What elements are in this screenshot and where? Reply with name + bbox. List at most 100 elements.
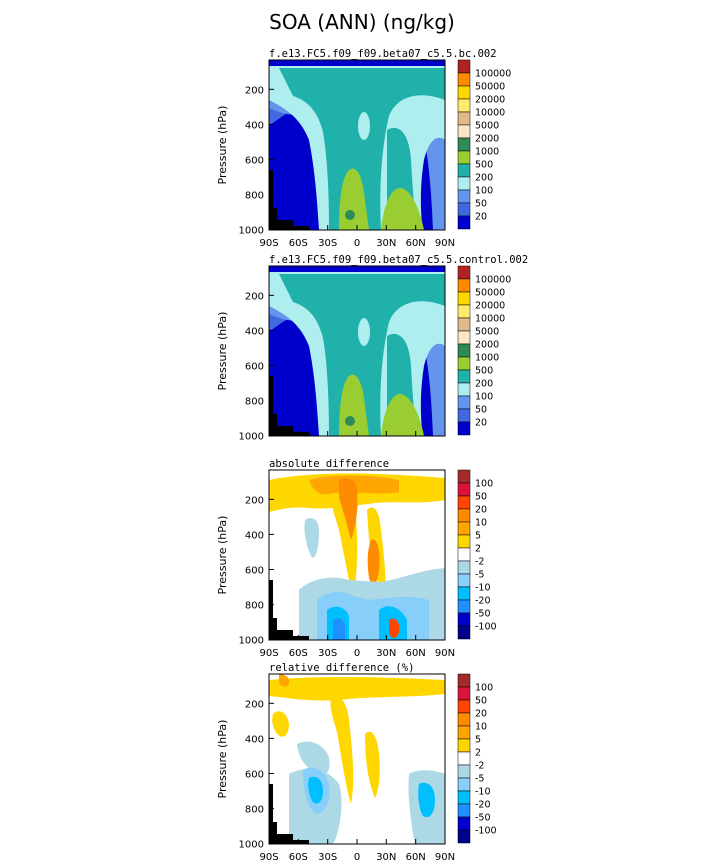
contour-band-2-south: [272, 711, 289, 737]
colorbar-box: [457, 343, 471, 358]
colorbar-box: [457, 382, 471, 397]
y-axis: 200 400 600 800 1000 Pressure (hPa): [216, 291, 274, 443]
colorbar-label: 100: [475, 479, 493, 490]
colorbar-box: [457, 202, 471, 217]
x-tick-label: 90S: [259, 648, 278, 659]
colorbar-box: [457, 573, 471, 588]
colorbar-box: [457, 137, 471, 152]
colorbar-box: [457, 291, 471, 306]
y-axis: 200 400 600 800 1000 Pressure (hPa): [216, 85, 274, 237]
colorbar-label: -2: [475, 761, 484, 772]
colorbar-label: 5: [475, 735, 481, 746]
colorbar-label: 20000: [475, 301, 505, 312]
colorbar-box: [457, 803, 471, 818]
y-tick-label: 400: [245, 530, 264, 541]
x-tick-label: 30N: [376, 852, 396, 863]
colorbar-box: [457, 586, 471, 601]
x-tick-label: 30S: [318, 852, 337, 863]
colorbar-box: [457, 59, 471, 74]
colorbar-label: 20: [475, 505, 487, 516]
colorbar-box: [457, 85, 471, 100]
colorbar-label: 100000: [475, 69, 511, 80]
y-tick-label: 800: [245, 397, 264, 408]
contour-hole-200: [358, 112, 370, 140]
top-strip: [269, 266, 445, 272]
y-axis: 200 400 600 800 1000 Pressure (hPa): [216, 699, 274, 851]
x-axis: 90S 60S 30S 0 30N 60N 90N: [259, 225, 455, 249]
x-tick-label: 30N: [376, 648, 396, 659]
contour-band-minus-2: [297, 741, 330, 776]
colorbar-label: 10000: [475, 314, 505, 325]
y-tick-label: 1000: [239, 432, 264, 443]
colorbar-label: -100: [475, 826, 497, 837]
colorbar-label: -10: [475, 787, 491, 798]
colorbar-label: 50: [475, 492, 487, 503]
y-tick-label: 200: [245, 495, 264, 506]
y-tick-label: 400: [245, 326, 264, 337]
colorbar-label: 1000: [475, 147, 499, 158]
x-tick-label: 90N: [435, 852, 455, 863]
y-tick-label: 400: [245, 734, 264, 745]
colorbar-box: [457, 599, 471, 614]
y-axis-title: Pressure (hPa): [216, 106, 229, 185]
colorbar-label: 10000: [475, 108, 505, 119]
contour-band-10-north: [367, 539, 380, 585]
colorbar-box: [457, 124, 471, 139]
colorbar-box: [457, 816, 471, 831]
x-tick-label: 90N: [435, 648, 455, 659]
contour-band-minus-2: [304, 518, 319, 558]
colorbar-label: -2: [475, 557, 484, 568]
colorbar-label: 500: [475, 366, 493, 377]
y-tick-label: 600: [245, 770, 264, 781]
colorbar-label: 10: [475, 722, 487, 733]
colorbar-label: -100: [475, 622, 497, 633]
colorbar-box: [457, 150, 471, 165]
y-axis: 200 400 600 800 1000 Pressure (hPa): [216, 495, 274, 647]
x-tick-label: 30S: [318, 648, 337, 659]
x-axis: 90S 60S 30S 0 30N 60N 90N: [259, 635, 455, 659]
colorbar-box: [457, 764, 471, 779]
x-tick-label: 60N: [406, 238, 426, 249]
top-strip: [269, 60, 445, 66]
colorbar-label: 20: [475, 709, 487, 720]
contour-band-2-north: [365, 731, 380, 798]
y-tick-label: 800: [245, 191, 264, 202]
contour-band-10: [339, 478, 358, 540]
x-tick-label: 0: [354, 648, 360, 659]
colorbar-label: 200: [475, 173, 493, 184]
colorbar-label: -50: [475, 609, 491, 620]
y-tick-label: 800: [245, 601, 264, 612]
y-tick-label: 800: [245, 805, 264, 816]
colorbar-box: [457, 72, 471, 87]
contour-field: [269, 266, 445, 436]
colorbar-label: 2: [475, 544, 481, 555]
colorbar: 100 50 20 10 5 2 -2 -5 -10 -20 -50 -100: [457, 469, 497, 640]
colorbar-box: [457, 317, 471, 332]
x-tick-label: 60S: [289, 648, 308, 659]
contour-band-2-plume: [330, 696, 354, 804]
x-tick-label: 0: [354, 852, 360, 863]
colorbar-box: [457, 265, 471, 280]
colorbar-label: 20: [475, 418, 487, 429]
colorbar-label: 50: [475, 696, 487, 707]
colorbar-box: [457, 330, 471, 345]
colorbar-label: 5: [475, 531, 481, 542]
colorbar-box: [457, 738, 471, 753]
colorbar-box: [457, 751, 471, 766]
y-tick-label: 600: [245, 566, 264, 577]
colorbar: 100 50 20 10 5 2 -2 -5 -10 -20 -50 -100: [457, 673, 497, 844]
colorbar-box: [457, 612, 471, 627]
colorbar-label: -50: [475, 813, 491, 824]
x-axis: [268, 431, 446, 436]
contour-band-minus-10: [308, 776, 323, 804]
main-title: SOA (ANN) (ng/kg): [269, 10, 455, 34]
colorbar-label: 50: [475, 405, 487, 416]
colorbar-box: [457, 547, 471, 562]
colorbar-box: [457, 189, 471, 204]
colorbar-box: [457, 495, 471, 510]
colorbar-box: [457, 369, 471, 384]
colorbar-box: [457, 673, 471, 688]
topography-mask: [269, 170, 309, 230]
colorbar-box: [457, 625, 471, 640]
colorbar-label: 50: [475, 199, 487, 210]
